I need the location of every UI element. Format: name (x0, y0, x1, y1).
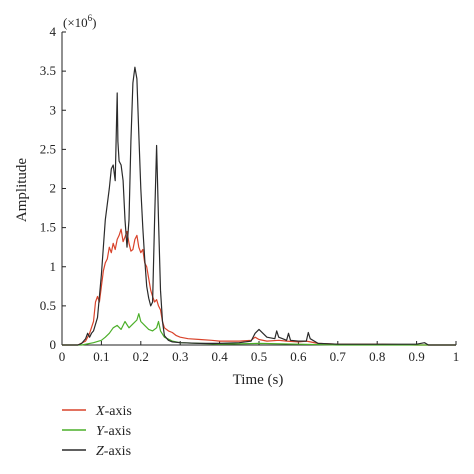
x-tick-label: 0.5 (251, 349, 267, 364)
y-tick-label: 0.5 (40, 298, 56, 313)
y-tick-label: 1.5 (40, 220, 56, 235)
y-tick-label: 3 (50, 102, 57, 117)
y-axis-multiplier-exponent: 6 (88, 13, 93, 23)
y-axis-multiplier-close: ) (92, 15, 96, 30)
x-tick-label: 1 (453, 349, 460, 364)
y-tick-label: 2 (50, 181, 57, 196)
y-axis-multiplier: (×106) (63, 13, 97, 30)
y-tick-label: 4 (50, 24, 57, 39)
legend-label: Z-axis (96, 444, 131, 459)
x-tick-label: 0.7 (330, 349, 347, 364)
x-axis-title: Time (s) (233, 372, 284, 388)
x-tick-label: 0.6 (290, 349, 307, 364)
series-lines (62, 66, 456, 346)
series-line-x-axis (62, 228, 456, 346)
y-axis-ticks: 0 0.5 1 1.5 2 2.5 3 3.5 4 (40, 24, 66, 352)
x-tick-label: 0.1 (93, 349, 109, 364)
x-tick-label: 0.4 (211, 349, 228, 364)
x-tick-label: 0.9 (408, 349, 424, 364)
legend-label: X-axis (95, 404, 132, 419)
series-line-y-axis (62, 313, 456, 346)
y-tick-label: 0 (50, 337, 57, 352)
x-tick-label: 0.8 (369, 349, 385, 364)
y-tick-label: 2.5 (40, 141, 56, 156)
x-axis-ticks: 0 0.1 0.2 0.3 0.4 0.5 0.6 0.7 0.8 0.9 1 (59, 341, 460, 364)
series-line-z-axis (62, 66, 456, 346)
y-axis-multiplier-base: (×10 (63, 15, 88, 30)
y-tick-label: 3.5 (40, 63, 56, 78)
legend-label: Y-axis (96, 424, 131, 439)
legend: X-axis Y-axis Z-axis (62, 404, 132, 459)
x-tick-label: 0 (59, 349, 66, 364)
x-tick-label: 0.2 (133, 349, 149, 364)
y-tick-label: 1 (50, 259, 57, 274)
plot-area: 0 0.1 0.2 0.3 0.4 0.5 0.6 0.7 0.8 0.9 1 0 0.5 1 1.5 2 2… (40, 24, 460, 364)
y-axis-title: Amplitude (14, 158, 30, 223)
x-tick-label: 0.3 (172, 349, 188, 364)
